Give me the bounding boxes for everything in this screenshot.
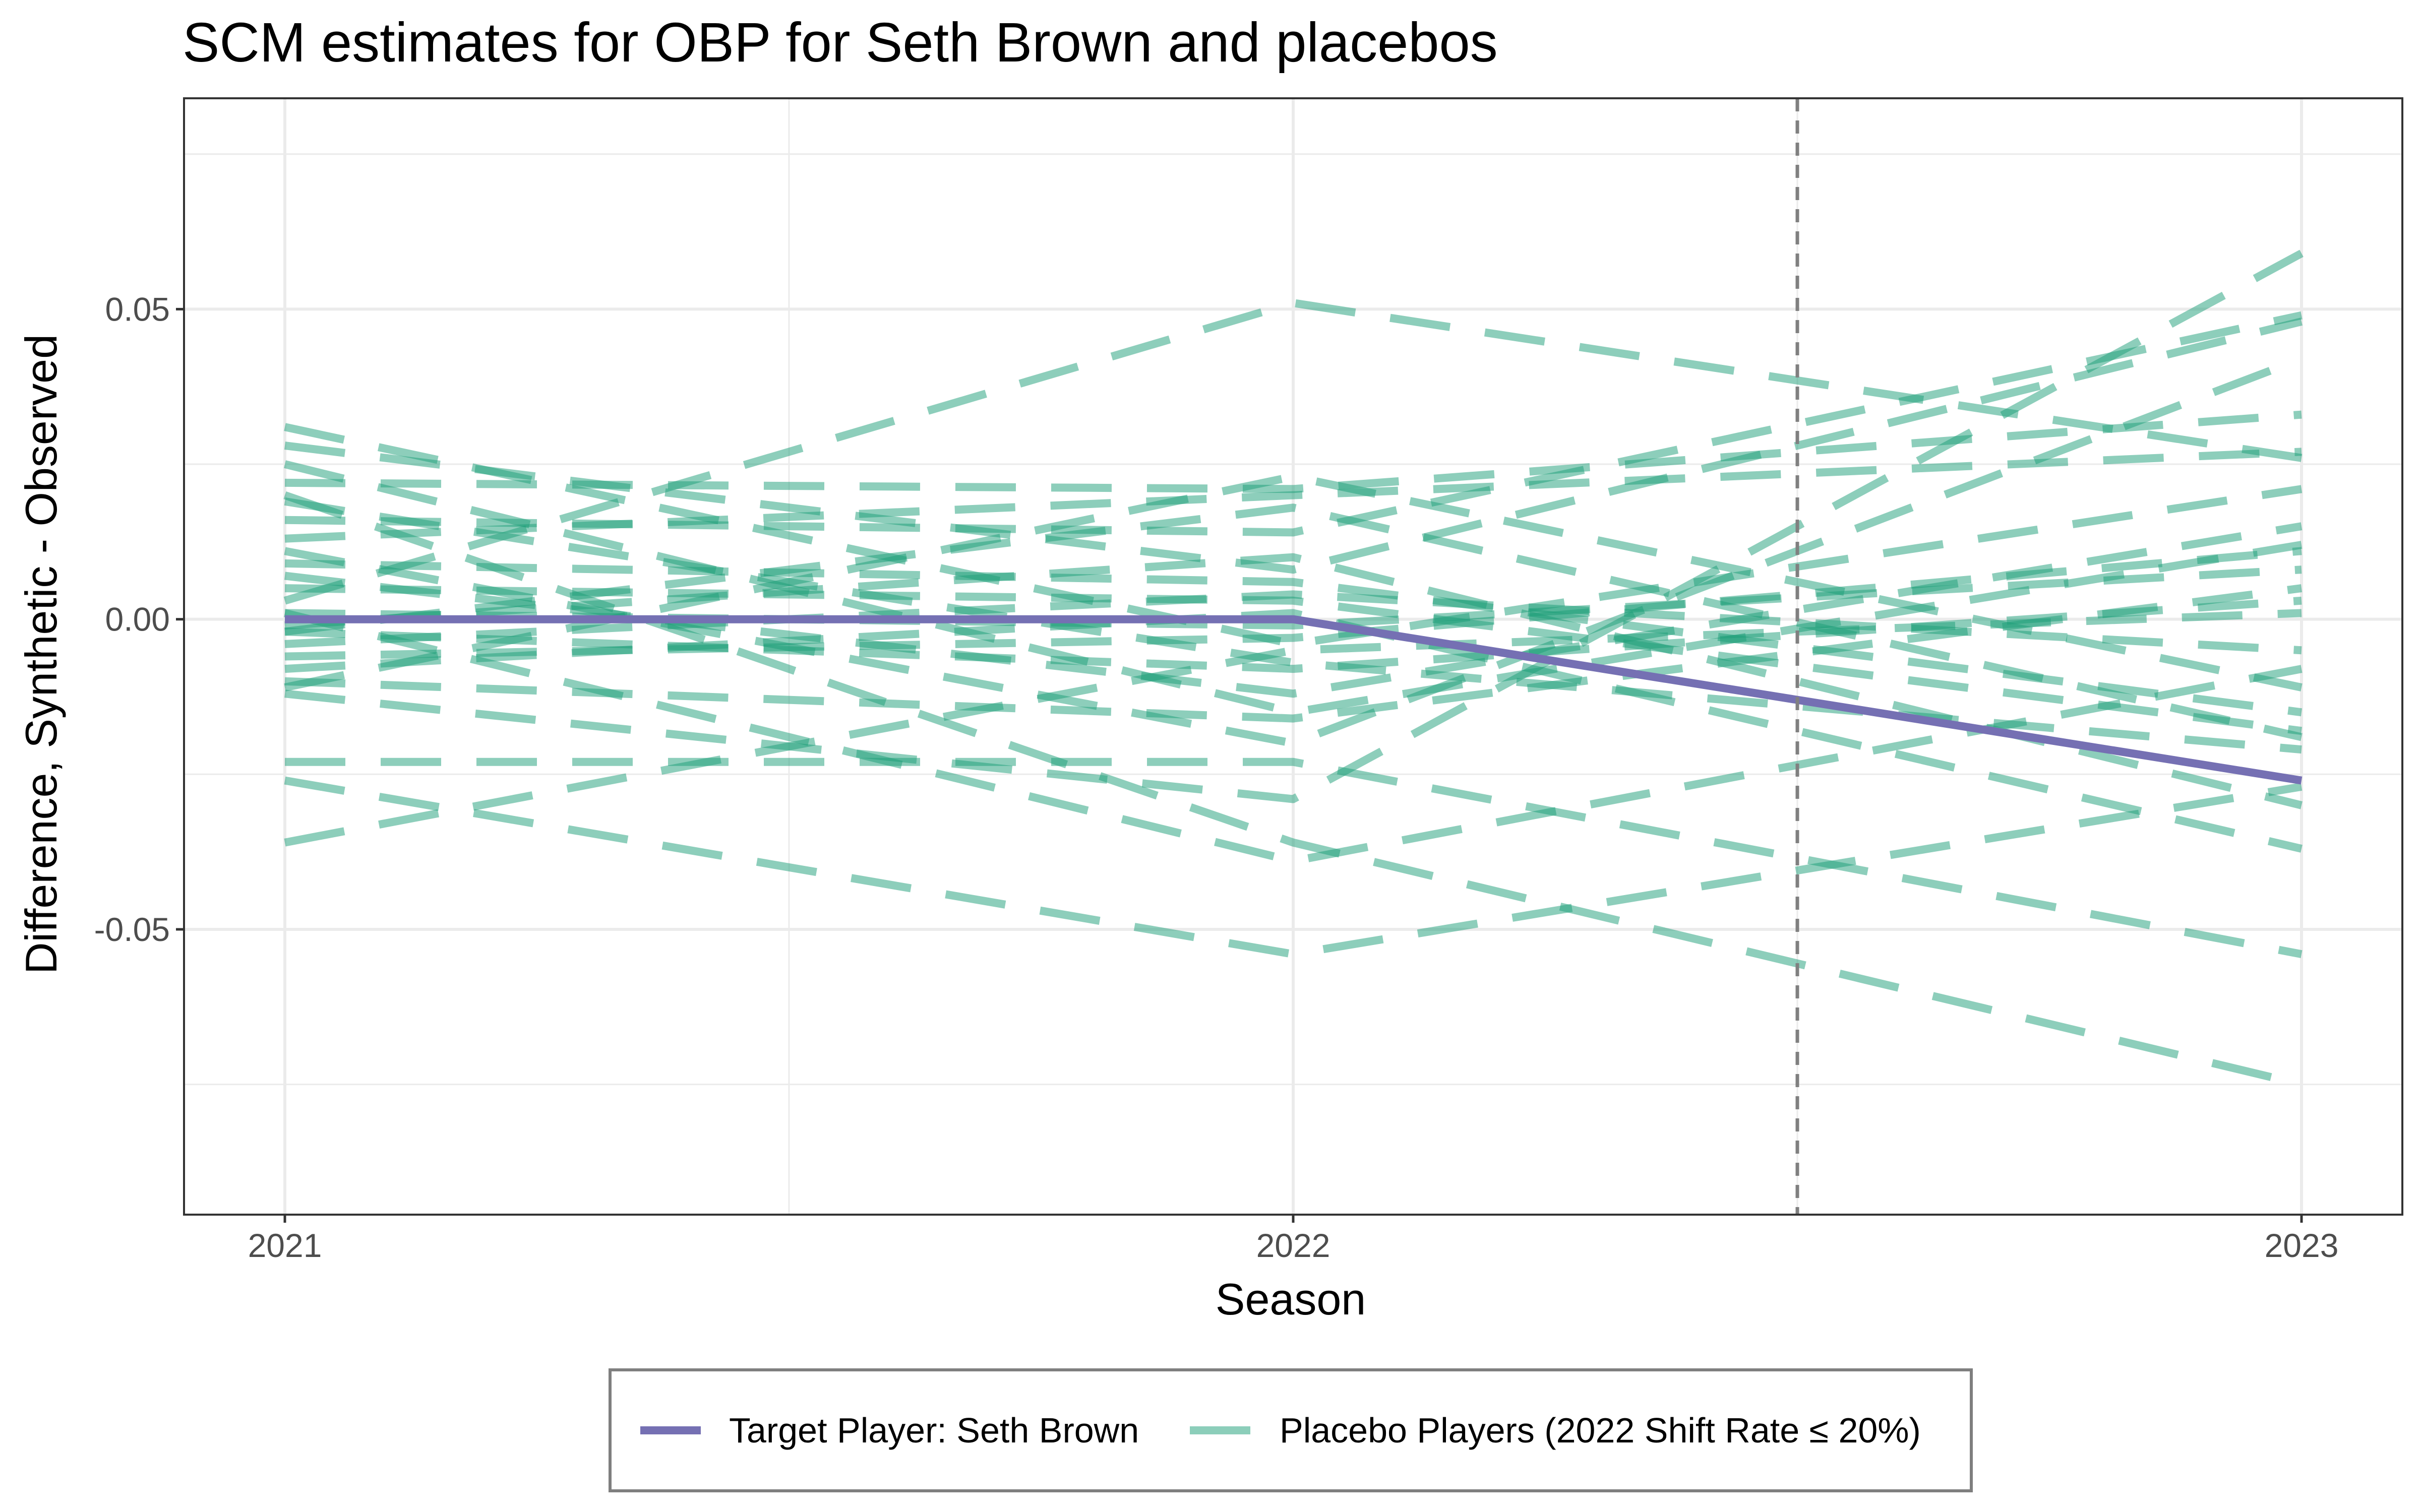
y-axis-title: Difference, Synthetic - Observed bbox=[16, 334, 66, 974]
y-axis-ticks: 0.05 0.00 -0.05 bbox=[94, 290, 184, 948]
placebo-series-line bbox=[284, 609, 2303, 865]
legend-label-target: Target Player: Seth Brown bbox=[729, 1411, 1139, 1450]
placebo-series-line bbox=[284, 503, 2303, 741]
placebo-series-line bbox=[284, 776, 2303, 959]
grid bbox=[184, 98, 2402, 1215]
x-axis-title: Season bbox=[1216, 1274, 1366, 1324]
placebo-series-line bbox=[284, 497, 2302, 754]
y-tick-label: -0.05 bbox=[94, 911, 170, 948]
y-tick-label: 0.05 bbox=[105, 290, 170, 328]
legend-label-placebo: Placebo Players (2022 Shift Rate ≤ 20%) bbox=[1280, 1411, 1921, 1450]
placebo-series-line bbox=[284, 423, 2303, 648]
x-axis-ticks: 2021 2022 2023 bbox=[248, 1215, 2339, 1264]
placebo-series-line bbox=[284, 460, 2303, 717]
placebo-series-line bbox=[284, 553, 2303, 809]
x-tick-label: 2021 bbox=[248, 1227, 322, 1264]
target-series-line bbox=[285, 615, 2303, 785]
placebo-series-line bbox=[284, 559, 2303, 717]
target-series-group bbox=[285, 615, 2303, 785]
placebo-series-line bbox=[285, 758, 2303, 959]
placebo-series-line bbox=[283, 491, 2303, 1089]
legend: Target Player: Seth Brown Placebo Player… bbox=[609, 1368, 1973, 1492]
placebo-series-line bbox=[284, 596, 2302, 673]
placebo-series-line bbox=[283, 299, 2303, 605]
y-tick-label: 0.00 bbox=[105, 601, 170, 638]
x-tick-label: 2022 bbox=[1256, 1227, 1330, 1264]
x-tick-label: 2023 bbox=[2265, 1227, 2339, 1264]
placebo-series-line bbox=[284, 249, 2304, 803]
placebo-series-line bbox=[284, 609, 2302, 847]
chart-title: SCM estimates for OBP for Seth Brown and… bbox=[183, 12, 1498, 74]
legend-box bbox=[609, 1368, 1973, 1492]
placebo-series-line bbox=[284, 609, 2303, 853]
placebo-series-line bbox=[284, 448, 2302, 543]
